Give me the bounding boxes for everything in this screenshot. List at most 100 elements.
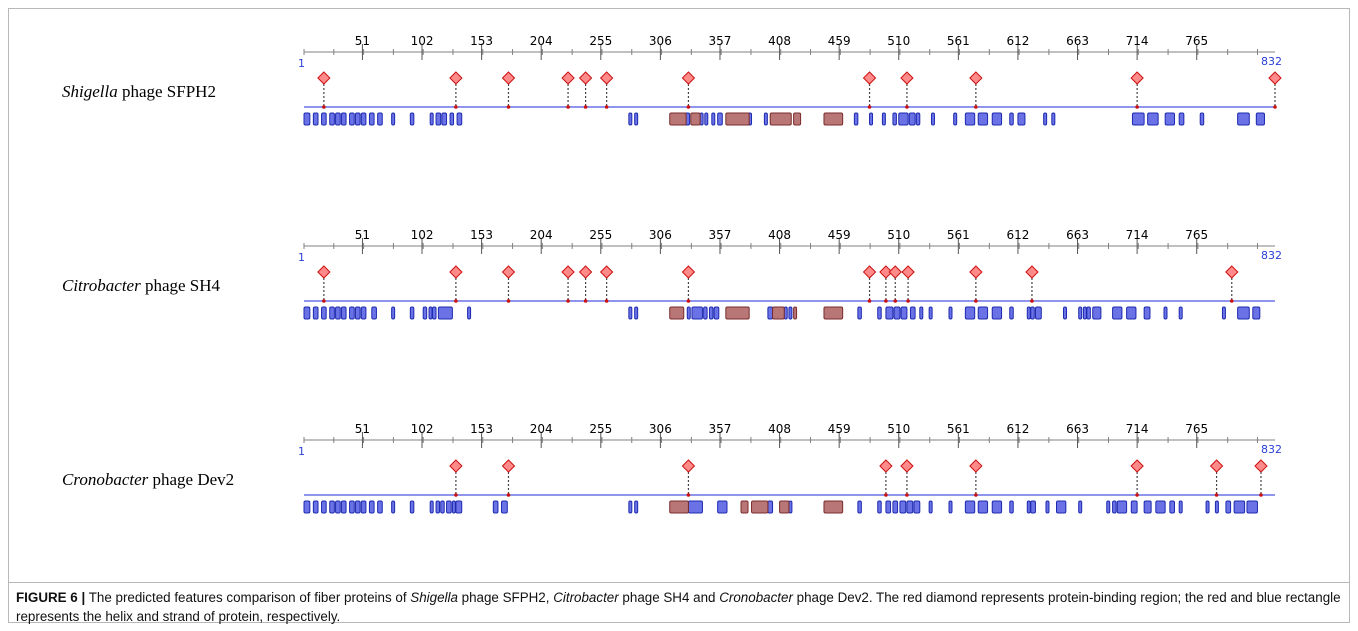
binding-point — [1135, 105, 1139, 109]
strand-rect — [906, 500, 914, 514]
strand-rect — [1147, 112, 1159, 126]
strand-rect — [303, 500, 311, 514]
tick-label: 51 — [355, 422, 370, 436]
strand-rect — [928, 500, 933, 514]
tick-label: 510 — [887, 228, 910, 242]
figure-frame — [8, 8, 1350, 623]
caption-species-3: Cronobacter — [719, 590, 793, 605]
tick-label: 51 — [355, 34, 370, 48]
tick-label: 714 — [1126, 228, 1149, 242]
strand-rect — [1082, 306, 1087, 320]
strand-rect — [899, 500, 907, 514]
strand-rect — [1051, 112, 1056, 126]
strand-rect — [953, 112, 958, 126]
strand-rect — [312, 112, 319, 126]
axis-end-label: 832 — [1261, 55, 1282, 68]
strand-rect — [885, 306, 894, 320]
tick-label: 561 — [947, 228, 970, 242]
strand-rect — [456, 112, 463, 126]
organism-genus: Citrobacter — [62, 276, 141, 295]
tick-label: 459 — [828, 422, 851, 436]
strand-rect — [1237, 112, 1250, 126]
binding-point — [1135, 493, 1139, 497]
binding-point — [1259, 493, 1263, 497]
binding-point — [867, 299, 872, 303]
binding-diamond — [561, 71, 575, 85]
strand-rect — [767, 306, 774, 320]
tick-label: 765 — [1185, 228, 1208, 242]
strand-rect — [429, 112, 434, 126]
binding-diamond — [1268, 71, 1282, 85]
strand-rect — [1106, 500, 1111, 514]
binding-diamond — [681, 459, 696, 473]
organism-label: Shigella phage SFPH2 — [62, 82, 216, 101]
strand-rect — [1030, 500, 1036, 514]
binding-point — [506, 493, 511, 497]
strand-rect — [360, 112, 367, 126]
binding-point — [974, 493, 978, 497]
strand-rect — [908, 112, 916, 126]
caption-text-1: The predicted features comparison of fib… — [85, 590, 411, 605]
binding-diamond — [879, 459, 893, 473]
strand-rect — [335, 500, 341, 514]
binding-diamond — [578, 265, 593, 279]
strand-rect — [371, 306, 377, 320]
caption-species-1: Shigella — [410, 590, 458, 605]
strand-rect — [1009, 500, 1014, 514]
strand-rect — [892, 112, 897, 126]
strand-rect — [1155, 500, 1166, 514]
tick-label: 510 — [887, 422, 910, 436]
binding-point — [322, 299, 326, 303]
strand-rect — [340, 112, 347, 126]
strand-rect — [377, 500, 383, 514]
strand-rect — [312, 306, 319, 320]
strand-rect — [1026, 500, 1031, 514]
track-panel: Citrobacter phage SH4 51 102 153 204 255 306 35… — [62, 228, 1282, 320]
binding-point — [974, 299, 978, 303]
organism-name: phage Dev2 — [148, 470, 234, 489]
strand-rect — [686, 306, 691, 320]
strand-rect — [1063, 306, 1068, 320]
strand-rect — [991, 112, 1003, 126]
binding-diamond — [900, 71, 914, 85]
binding-diamond — [1225, 265, 1239, 279]
tick-label: 459 — [828, 228, 851, 242]
binding-diamond — [317, 265, 331, 279]
tick-label: 612 — [1006, 422, 1029, 436]
binding-diamond — [969, 71, 983, 85]
strand-rect — [1163, 306, 1168, 320]
strand-rect — [1164, 112, 1176, 126]
tick-label: 153 — [470, 34, 493, 48]
tick-label: 102 — [411, 228, 434, 242]
binding-diamond — [599, 265, 614, 279]
helix-rect — [669, 306, 685, 320]
strand-rect — [1131, 112, 1145, 126]
strand-rect — [1009, 112, 1014, 126]
binding-point — [454, 299, 458, 303]
tick-label: 714 — [1126, 34, 1149, 48]
strand-rect — [1112, 306, 1123, 320]
strand-rect — [1169, 500, 1176, 514]
tick-label: 663 — [1066, 228, 1089, 242]
strand-rect — [915, 112, 921, 126]
tick-label: 306 — [649, 422, 672, 436]
strand-rect — [991, 500, 1003, 514]
strand-rect — [1017, 112, 1026, 126]
strand-rect — [1112, 500, 1117, 514]
strand-rect — [1205, 500, 1210, 514]
strand-rect — [948, 500, 953, 514]
strand-rect — [435, 500, 441, 514]
track-panel: Cronobacter phage Dev2 51 102 153 204 255 306 3… — [62, 422, 1282, 514]
strand-rect — [704, 112, 709, 126]
strand-rect — [788, 306, 793, 320]
tick-label: 561 — [947, 422, 970, 436]
binding-diamond — [681, 71, 696, 85]
binding-point — [906, 299, 910, 303]
strand-rect — [446, 500, 452, 514]
binding-diamond — [501, 71, 516, 85]
strand-rect — [1086, 306, 1091, 320]
organism-label: Cronobacter phage Dev2 — [62, 470, 234, 489]
binding-diamond — [449, 71, 463, 85]
strand-rect — [1078, 306, 1083, 320]
strand-rect — [360, 306, 367, 320]
